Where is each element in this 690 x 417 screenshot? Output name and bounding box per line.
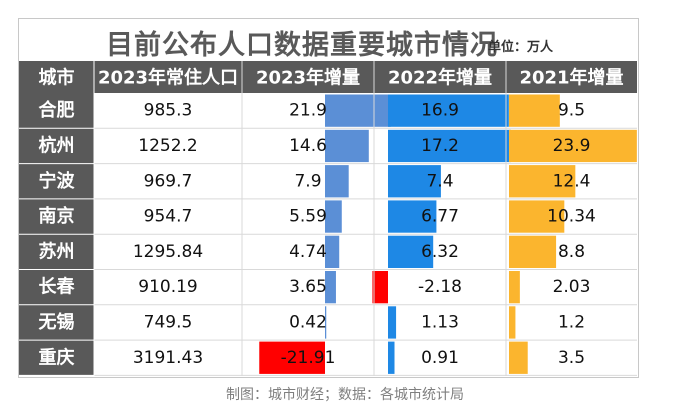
city-label: 无锡 [39, 311, 75, 333]
header-cell: 2023年增量 [256, 67, 360, 89]
city-cell [19, 128, 94, 164]
bar-inc2022 [388, 306, 397, 339]
increment-2023-label: 0.42 [289, 312, 327, 332]
bar-inc2023 [325, 94, 391, 127]
increment-2023-label: 5.59 [289, 207, 327, 227]
bar-inc2023 [325, 200, 342, 233]
increment-2023-label: 21.9 [289, 101, 327, 121]
population-value: 749.5 [144, 312, 193, 332]
unit-label: 单位：万人 [488, 40, 554, 55]
header-cell: 2022年增量 [388, 67, 492, 89]
bar-inc2021 [509, 271, 520, 304]
header-cell: 城市 [39, 67, 75, 89]
city-cell [19, 304, 94, 341]
increment-2021-label: 2.03 [553, 277, 591, 297]
bar-inc2022 [388, 129, 511, 163]
city-cell [19, 163, 94, 199]
increment-2021-label: 12.4 [553, 171, 591, 191]
population-value: 1252.2 [138, 136, 197, 156]
bar-inc2022 [388, 200, 437, 233]
city-cell [19, 198, 94, 235]
increment-2022-label: 17.2 [421, 136, 459, 156]
bar-inc2023 [325, 306, 327, 339]
population-value: 954.7 [144, 207, 193, 227]
population-value: 1295.84 [133, 242, 203, 262]
increment-2022-label: 7.4 [426, 171, 453, 191]
city-cell [19, 234, 94, 270]
increment-2021-label: 8.8 [558, 242, 585, 262]
increment-2023-label: 14.6 [289, 136, 327, 156]
bar-inc2022 [372, 271, 388, 304]
bar-inc2021 [509, 341, 528, 374]
increment-2022-label: 1.13 [421, 312, 459, 332]
bar-inc2021 [509, 94, 560, 127]
increment-2023-label: 4.74 [289, 242, 327, 262]
bar-inc2021 [509, 129, 637, 163]
population-value: 985.3 [144, 101, 193, 121]
increment-2022-label: 16.9 [421, 101, 459, 121]
city-cell [19, 93, 94, 129]
increment-2023-label: 7.9 [294, 171, 321, 191]
city-cell [19, 340, 94, 376]
title-row: 目前公布人口数据重要城市情况 单位：万人 [18, 19, 637, 61]
bar-inc2023 [325, 129, 369, 163]
header-cell: 2021年增量 [519, 67, 623, 89]
bar-inc2023 [325, 165, 349, 198]
city-label: 杭州 [39, 134, 75, 156]
chart-title: 目前公布人口数据重要城市情况 [106, 30, 498, 61]
increment-2022-label: 0.91 [421, 348, 459, 368]
increment-2022-label: 6.77 [421, 207, 459, 227]
source-footer: 制图：城市财经；数据：各城市统计局 [226, 387, 464, 403]
increment-2023-label: -21.91 [281, 348, 336, 368]
bar-inc2023 [325, 235, 340, 268]
increment-2021-label: 1.2 [558, 312, 585, 332]
city-label: 苏州 [39, 240, 75, 262]
increment-2023-label: 3.65 [289, 277, 327, 297]
bar-inc2022 [388, 235, 434, 268]
bar-inc2021 [509, 200, 565, 233]
increment-2022-label: 6.32 [421, 242, 459, 262]
increment-2021-label: 23.9 [553, 136, 591, 156]
header-row [19, 61, 637, 93]
increment-2021-label: 9.5 [558, 101, 585, 121]
bar-inc2022 [388, 165, 441, 198]
increment-2021-label: 10.34 [547, 207, 596, 227]
bar-inc2023 [325, 271, 336, 304]
population-value: 3191.43 [133, 348, 203, 368]
city-label: 重庆 [39, 346, 75, 368]
city-label: 宁波 [39, 170, 76, 192]
bar-inc2022 [388, 94, 509, 127]
header-cell: 2023年常住人口 [98, 67, 238, 89]
city-cell [19, 269, 94, 305]
city-label: 南京 [39, 205, 75, 227]
city-label: 合肥 [39, 99, 75, 121]
bar-inc2021 [509, 165, 576, 198]
bar-inc2023 [259, 341, 325, 374]
increment-2021-label: 3.5 [558, 348, 585, 368]
bar-inc2021 [509, 306, 516, 339]
city-label: 长春 [39, 276, 76, 298]
population-value: 969.7 [144, 171, 193, 191]
increment-2022-label: -2.18 [418, 277, 462, 297]
bar-inc2021 [509, 235, 557, 268]
bar-inc2022 [388, 341, 395, 374]
population-value: 910.19 [138, 277, 197, 297]
